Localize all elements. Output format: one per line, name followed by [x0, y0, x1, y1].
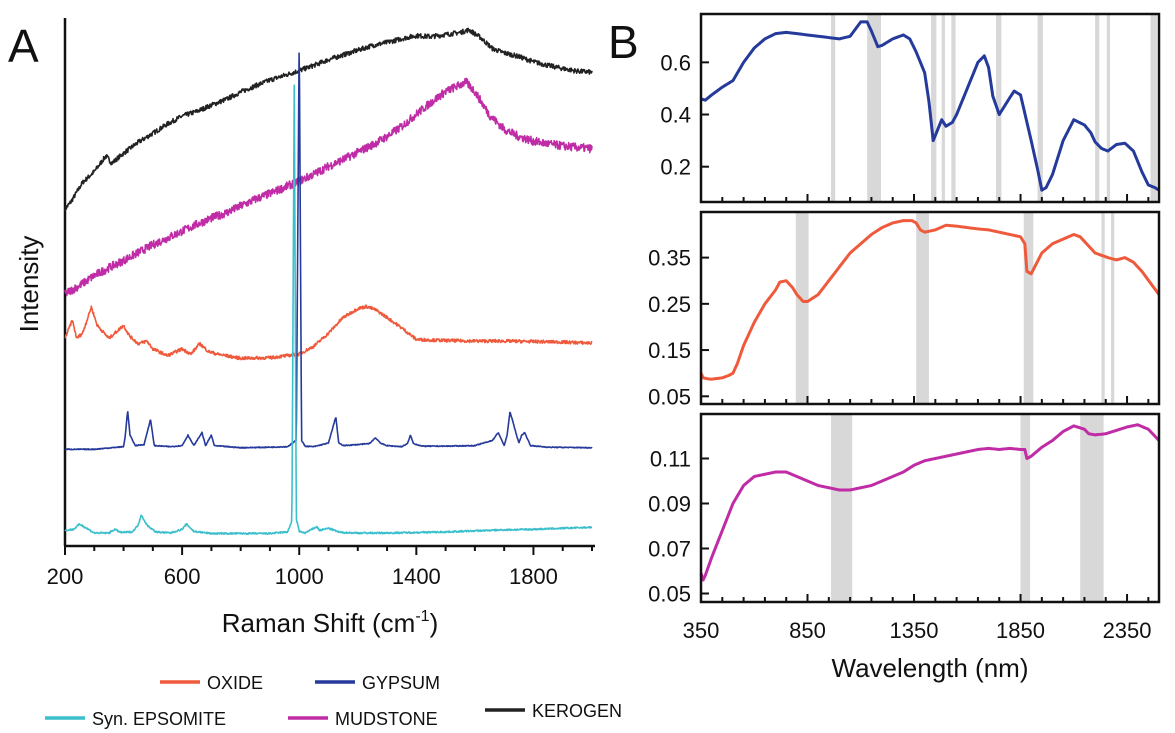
legend-item-epsomite: Syn. EPSOMITE — [45, 709, 226, 729]
absorption-band — [996, 14, 1002, 202]
reflectance-series-gypsum — [700, 20, 1160, 192]
subplot-frame — [699, 210, 1161, 406]
absorption-band — [1106, 14, 1111, 202]
absorption-band — [1080, 414, 1104, 602]
absorption-band — [830, 14, 836, 202]
subplot-frame — [699, 412, 1161, 604]
absorption-band — [1111, 212, 1115, 404]
raman-series-kerogen — [64, 27, 593, 212]
reflectance-y-tick-label: 0.05 — [648, 582, 691, 607]
reflectance-x-tick-label: 350 — [683, 618, 720, 643]
reflectance-y-tick-label: 0.2 — [660, 155, 691, 180]
legend-label-epsomite: Syn. EPSOMITE — [92, 709, 226, 729]
absorption-band — [1020, 414, 1031, 602]
reflectance-y-tick-label: 0.4 — [660, 103, 691, 128]
reflectance-chart: 0.2 0.4 0.6 0.05 0.15 0.25 0.35 0.05 0.07 0.09 0.1… — [648, 12, 1161, 683]
reflectance-subplot-oxide: 0.05 0.15 0.25 0.35 — [648, 210, 1161, 409]
absorption-band — [1150, 14, 1157, 202]
legend: OXIDE GYPSUM Syn. EPSOMITE MUDSTONE KERO… — [45, 673, 622, 729]
panel-letter-a: A — [8, 20, 39, 72]
legend-label-kerogen: KEROGEN — [532, 701, 622, 721]
panel-letter-b: B — [608, 16, 639, 68]
absorption-band — [1023, 212, 1034, 404]
reflectance-series-mudstone — [699, 423, 1161, 582]
raman-x-axis-title: Raman Shift (cm-1) — [222, 608, 439, 638]
absorption-band — [867, 14, 882, 202]
raman-y-axis-title: Intensity — [14, 236, 44, 333]
reflectance-y-tick-label: 0.6 — [660, 50, 691, 75]
legend-item-gypsum: GYPSUM — [315, 673, 440, 693]
reflectance-y-tick-label: 0.11 — [650, 447, 691, 472]
reflectance-subplot-gypsum: 0.2 0.4 0.6 — [660, 12, 1161, 204]
raman-series-mudstone — [64, 77, 593, 297]
reflectance-y-tick-label: 0.09 — [648, 492, 691, 517]
reflectance-x-tick-label: 1350 — [890, 618, 939, 643]
legend-item-mudstone: MUDSTONE — [288, 709, 438, 729]
reflectance-x-tick-label: 850 — [789, 618, 826, 643]
absorption-band — [916, 212, 929, 404]
absorption-band — [1037, 14, 1043, 202]
raman-series-oxide — [64, 304, 593, 361]
reflectance-x-axis-title: Wavelength (nm) — [832, 653, 1029, 683]
reflectance-y-tick-label: 0.15 — [648, 338, 691, 363]
reflectance-subplot-mudstone: 0.05 0.07 0.09 0.11 — [648, 412, 1161, 607]
absorption-band — [1101, 212, 1105, 404]
absorption-band — [931, 14, 937, 202]
raman-chart: 200 600 1000 1400 1800 Raman Shift (cm-1) In… — [14, 18, 595, 638]
legend-label-mudstone: MUDSTONE — [335, 709, 438, 729]
raman-x-tick-label: 600 — [164, 564, 201, 589]
legend-item-kerogen: KEROGEN — [485, 701, 622, 721]
absorption-band — [941, 14, 945, 202]
reflectance-x-tick-label: 2350 — [1103, 618, 1152, 643]
subplot-frame — [699, 12, 1161, 204]
absorption-band — [830, 414, 853, 602]
reflectance-y-tick-label: 0.05 — [648, 384, 691, 409]
reflectance-y-tick-label: 0.35 — [648, 246, 691, 271]
raman-x-tick-label: 1400 — [392, 564, 441, 589]
raman-x-tick-label: 1000 — [275, 564, 324, 589]
reflectance-x-tick-label: 1850 — [996, 618, 1045, 643]
raman-series-epsomite — [64, 84, 593, 536]
absorption-band — [795, 212, 809, 404]
legend-label-oxide: OXIDE — [207, 673, 263, 693]
legend-item-oxide: OXIDE — [160, 673, 263, 693]
raman-x-tick-label: 200 — [47, 564, 84, 589]
absorption-band — [951, 14, 956, 202]
reflectance-series-oxide — [699, 219, 1161, 381]
reflectance-y-tick-label: 0.07 — [648, 537, 691, 562]
legend-label-gypsum: GYPSUM — [362, 673, 440, 693]
raman-x-tick-label: 1800 — [509, 564, 558, 589]
reflectance-y-tick-label: 0.25 — [648, 292, 691, 317]
raman-series-gypsum — [64, 52, 593, 451]
absorption-band — [1095, 14, 1100, 202]
